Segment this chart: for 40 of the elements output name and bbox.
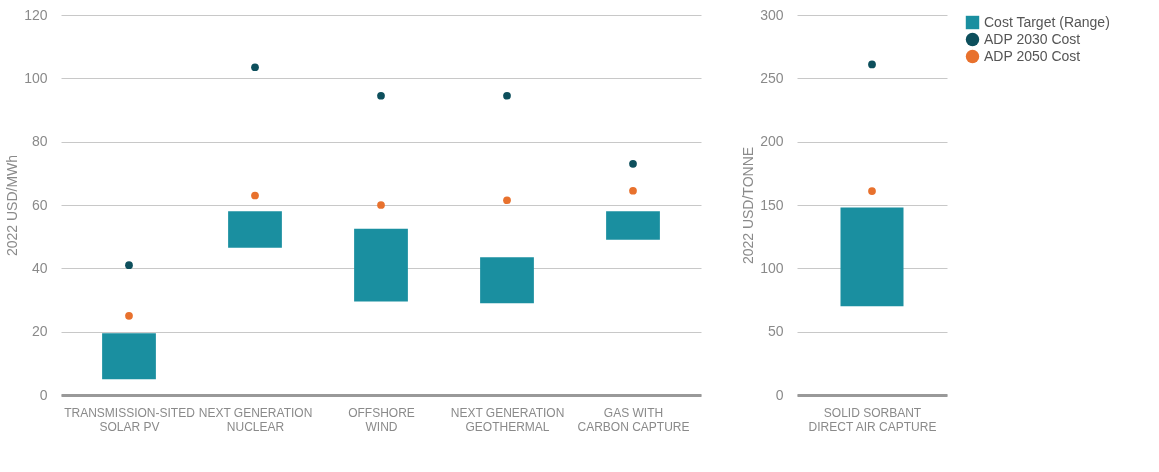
point [251,63,259,72]
x-tick-label: NEXT GENERATION GEOTHERMAL [450,405,565,434]
y-tick-label: 20 [31,323,48,340]
point [503,91,511,100]
point [377,91,385,100]
y-tick-label: 200 [760,133,784,150]
y-tick-label: 60 [31,196,48,213]
legend-label: Cost Target (Range) [984,13,1110,30]
y-tick-label: 100 [760,259,784,276]
legend-label: ADP 2030 Cost [984,30,1081,47]
y-axis-title: 2022 USD/TONNE [740,146,757,265]
y-axis-title: 2022 USD/MWh [4,154,21,257]
x-tick-label: OFFSHORE WIND [348,405,415,434]
point [251,191,259,200]
y-tick-label: 100 [24,69,48,86]
y-tick-label: 40 [31,259,48,276]
x-tick-label: NEXT GENERATION NUCLEAR [198,405,313,434]
point [629,186,637,195]
legend-label: ADP 2050 Cost [984,47,1081,64]
bar [354,228,408,302]
point [629,159,637,168]
x-tick-label: GAS WITH CARBON CAPTURE [577,405,690,434]
y-tick-label: 0 [39,386,48,403]
y-tick-label: 80 [31,133,48,150]
y-tick-label: 50 [767,323,784,340]
x-tick-label: TRANSMISSION-SITED SOLAR PV [64,405,196,434]
y-tick-label: 250 [760,69,784,86]
y-tick-label: 0 [775,386,784,403]
x-tick-label: SOLID SORBANT DIRECT AIR CAPTURE [808,405,937,434]
point [125,311,133,320]
bar [102,333,156,380]
bar [228,211,282,248]
y-tick-label: 120 [24,6,48,23]
point [503,196,511,205]
bar [480,257,534,304]
y-tick-label: 150 [760,196,784,213]
bar [606,211,660,240]
point [125,261,133,270]
point [377,201,385,209]
y-tick-label: 300 [760,6,784,23]
